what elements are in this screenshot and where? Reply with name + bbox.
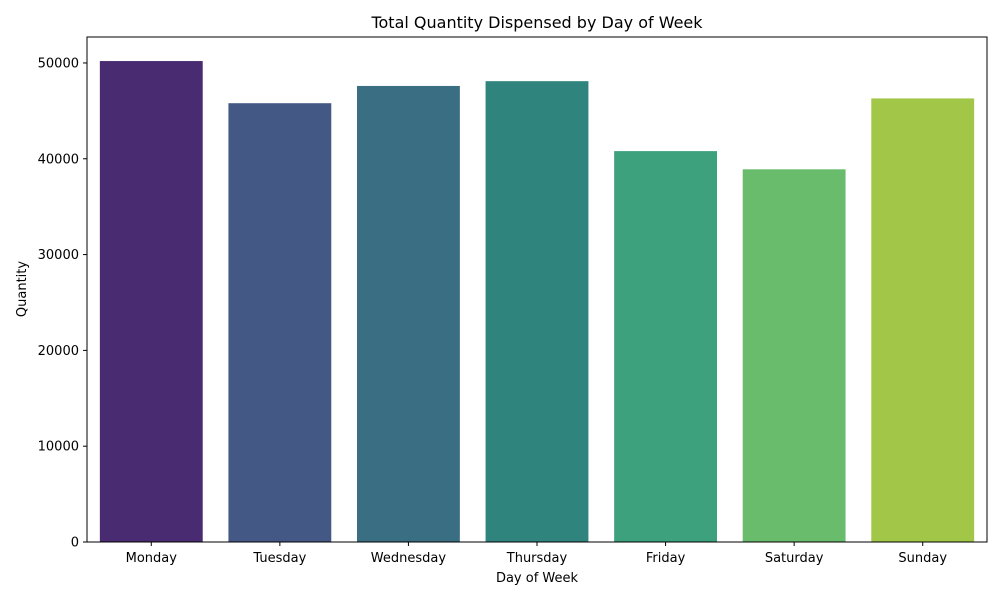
y-axis-ticks: 0 10000 20000 30000 40000 50000 (38, 56, 87, 551)
x-tick-label: Saturday (765, 551, 824, 566)
bars-group (99, 61, 975, 543)
bar-monday (99, 61, 203, 543)
x-tick-label: Wednesday (371, 551, 447, 566)
bar-wednesday (357, 85, 460, 542)
y-tick-label: 40000 (38, 152, 79, 167)
bar-saturday (742, 169, 846, 542)
x-tick-label: Friday (646, 551, 686, 566)
bar-friday (614, 151, 717, 542)
y-tick-label: 20000 (38, 344, 79, 359)
y-tick-label: 50000 (38, 56, 79, 71)
y-tick-label: 30000 (38, 248, 79, 263)
y-axis-label: Quantity (15, 261, 30, 317)
x-tick-label: Monday (126, 551, 178, 566)
plot-area-frame (86, 36, 988, 543)
y-tick-label: 10000 (38, 440, 79, 455)
x-tick-label: Thursday (506, 551, 568, 566)
x-axis-label: Day of Week (496, 571, 579, 586)
bar-tuesday (228, 103, 332, 542)
chart-title: Total Quantity Dispensed by Day of Week (370, 13, 703, 32)
bar-sunday (871, 98, 975, 542)
x-tick-label: Sunday (898, 551, 947, 566)
x-tick-label: Tuesday (252, 551, 306, 566)
y-tick-label: 0 (71, 536, 79, 551)
x-axis-ticks: Monday Tuesday Wednesday Thursday Friday Satu… (126, 542, 947, 566)
bar-thursday (485, 81, 589, 542)
